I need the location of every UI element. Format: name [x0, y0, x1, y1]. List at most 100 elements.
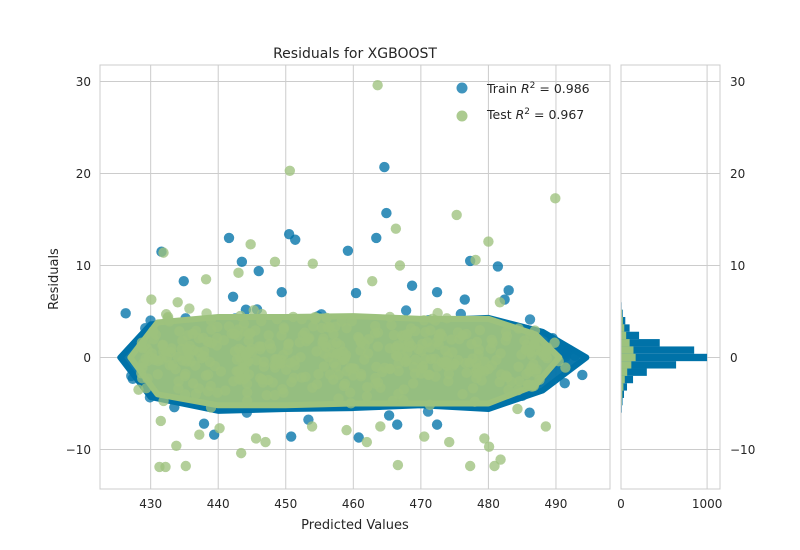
- y-tick-label: 10: [76, 259, 91, 273]
- test-point: [183, 349, 195, 360]
- test-point: [379, 362, 391, 373]
- test-point: [200, 370, 212, 381]
- test-point: [211, 332, 223, 344]
- test-point: [256, 308, 268, 320]
- test-point: [241, 378, 253, 390]
- test-point: [494, 376, 505, 388]
- test-point: [353, 331, 364, 343]
- test-point: [238, 318, 250, 329]
- test-point: [398, 384, 410, 395]
- histogram-x-tick-label: 0: [617, 497, 625, 511]
- test-point: [321, 312, 333, 324]
- test-point: [386, 319, 397, 331]
- test-point: [390, 223, 402, 234]
- train-point: [144, 392, 156, 403]
- histogram-bar-test: [621, 361, 632, 369]
- histogram-bar-test: [621, 383, 624, 391]
- train-point: [169, 401, 180, 413]
- test-point: [429, 353, 441, 364]
- histogram-bar-test: [621, 346, 634, 354]
- test-point: [248, 305, 259, 316]
- test-point: [295, 351, 306, 363]
- train-point: [492, 261, 504, 272]
- test-point: [205, 402, 217, 413]
- histogram-bar-test: [621, 324, 625, 332]
- test-point: [179, 370, 191, 382]
- test-point: [307, 258, 318, 269]
- train-point: [400, 305, 412, 316]
- train-point: [253, 265, 264, 277]
- test-point: [231, 354, 243, 365]
- test-point: [338, 380, 350, 392]
- test-point: [473, 344, 485, 355]
- test-point: [242, 395, 253, 406]
- histogram-frame: [620, 64, 721, 490]
- test-point: [372, 80, 383, 91]
- test-point: [278, 322, 289, 333]
- histogram-y-tick-labels: −10 0 10 20 30: [730, 75, 755, 457]
- train-point: [241, 407, 253, 418]
- test-point: [205, 380, 216, 392]
- test-point: [172, 297, 183, 308]
- test-point: [260, 436, 271, 448]
- chart-title: Residuals for XGBOOST: [273, 46, 437, 62]
- test-point: [393, 365, 404, 377]
- train-point: [431, 419, 443, 430]
- test-point: [443, 368, 455, 380]
- train-point: [285, 431, 297, 442]
- train-point: [524, 314, 536, 325]
- train-point: [379, 161, 390, 173]
- train-point: [406, 280, 418, 291]
- test-point: [220, 385, 231, 396]
- x-axis-label: Predicted Values: [301, 518, 409, 533]
- train-point: [350, 287, 362, 299]
- test-point: [457, 330, 468, 341]
- test-point: [494, 297, 506, 308]
- test-point: [541, 346, 552, 357]
- test-point: [464, 357, 475, 369]
- test-point: [148, 326, 159, 337]
- test-point: [341, 322, 352, 334]
- test-point: [402, 346, 413, 358]
- test-point: [361, 382, 373, 393]
- histogram-bar-train: [621, 361, 677, 369]
- main-plot-frame: [99, 64, 611, 490]
- test-point: [330, 321, 341, 332]
- test-point: [474, 324, 486, 336]
- test-point: [419, 353, 431, 365]
- histogram-y-tick-label: 30: [730, 75, 745, 89]
- test-point: [157, 339, 169, 351]
- test-point: [187, 378, 199, 389]
- test-point: [407, 378, 419, 389]
- test-point: [211, 340, 223, 351]
- histogram-bar-test: [621, 390, 623, 398]
- test-point: [243, 369, 255, 380]
- test-point: [419, 431, 430, 442]
- test-point: [472, 368, 483, 380]
- train-point: [577, 369, 588, 381]
- test-point: [136, 337, 148, 348]
- test-point: [345, 398, 357, 409]
- test-point: [485, 343, 496, 354]
- test-point: [306, 421, 318, 432]
- test-point: [440, 345, 451, 356]
- test-point: [133, 384, 144, 395]
- test-point: [410, 354, 421, 365]
- histogram-x-tick-label: 1000: [692, 497, 723, 511]
- test-point: [372, 327, 384, 338]
- test-point: [196, 353, 207, 364]
- test-point: [483, 236, 494, 247]
- test-point: [245, 239, 256, 250]
- test-point: [479, 433, 490, 444]
- test-point: [206, 324, 217, 335]
- test-point: [174, 326, 185, 337]
- test-point: [425, 325, 436, 336]
- x-tick-label: 490: [545, 497, 568, 511]
- train-point: [431, 286, 443, 298]
- train-point: [459, 294, 470, 305]
- test-point: [367, 275, 378, 287]
- main-y-tick-labels: −10 0 10 20 30: [66, 75, 91, 457]
- test-point: [441, 313, 452, 324]
- test-point: [540, 421, 552, 432]
- train-point: [178, 275, 189, 287]
